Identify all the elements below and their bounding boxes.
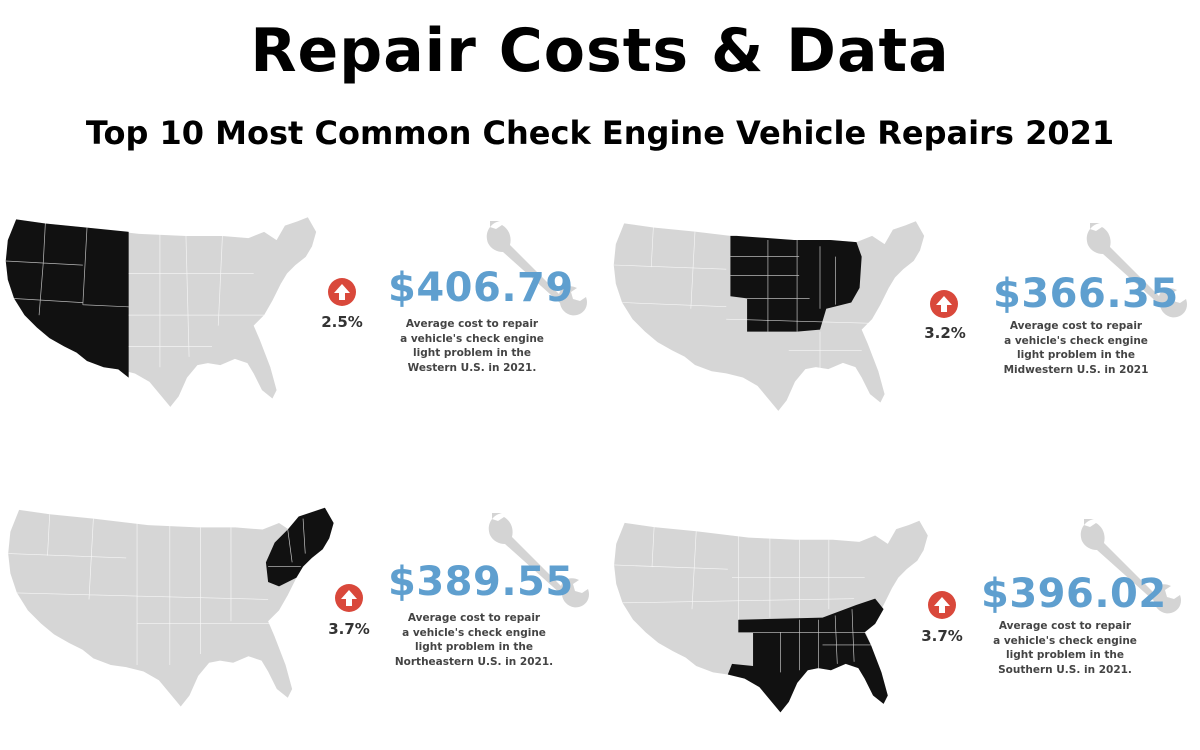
midwestern-region — [730, 235, 862, 332]
arrow-up-icon — [928, 591, 956, 619]
western-region — [5, 219, 129, 378]
cost-description: Average cost to repair a vehicle's check… — [400, 318, 544, 374]
arrow-up-icon — [328, 278, 356, 306]
us-map-icon — [5, 217, 317, 407]
us-map-icon — [614, 520, 928, 713]
cost-description: Average cost to repair a vehicle's check… — [993, 620, 1137, 676]
average-cost: $389.55 — [388, 559, 574, 605]
arrow-up-icon — [335, 584, 363, 612]
panel-southern: 3.7% $396.02 Average cost to repair a ve… — [600, 495, 1200, 750]
cost-description: Average cost to repair a vehicle's check… — [394, 612, 554, 668]
change-percent: 3.7% — [921, 627, 963, 645]
panel-midwestern: 3.2% $366.35 Average cost to repair a ve… — [600, 205, 1200, 485]
page-subtitle: Top 10 Most Common Check Engine Vehicle … — [85, 114, 1115, 152]
southern-region — [727, 598, 888, 713]
change-percent: 3.7% — [328, 620, 370, 638]
page-title: Repair Costs & Data — [250, 16, 950, 86]
us-map-icon — [8, 507, 334, 707]
northeastern-region — [265, 507, 334, 587]
cost-description: Average cost to repair a vehicle's check… — [1003, 320, 1149, 376]
average-cost: $396.02 — [981, 571, 1167, 617]
average-cost: $406.79 — [388, 265, 574, 311]
average-cost: $366.35 — [993, 271, 1179, 317]
us-map-icon — [613, 221, 925, 411]
panel-northeastern: 3.7% $389.55 Average cost to repair a ve… — [0, 495, 600, 750]
panel-western: 2.5% $406.79 Average cost to repair a ve… — [0, 205, 600, 485]
arrow-up-icon — [930, 290, 958, 318]
change-percent: 2.5% — [321, 313, 363, 331]
change-percent: 3.2% — [924, 324, 966, 342]
